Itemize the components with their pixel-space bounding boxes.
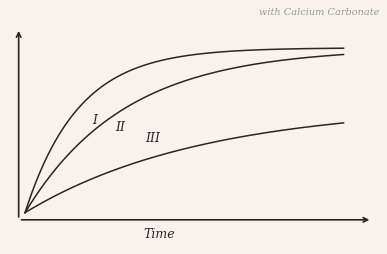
Text: II: II: [116, 121, 126, 134]
Text: Time: Time: [143, 227, 175, 240]
Text: III: III: [145, 131, 160, 144]
Text: with Calcium Carbonate: with Calcium Carbonate: [259, 8, 379, 17]
Text: I: I: [92, 114, 98, 126]
